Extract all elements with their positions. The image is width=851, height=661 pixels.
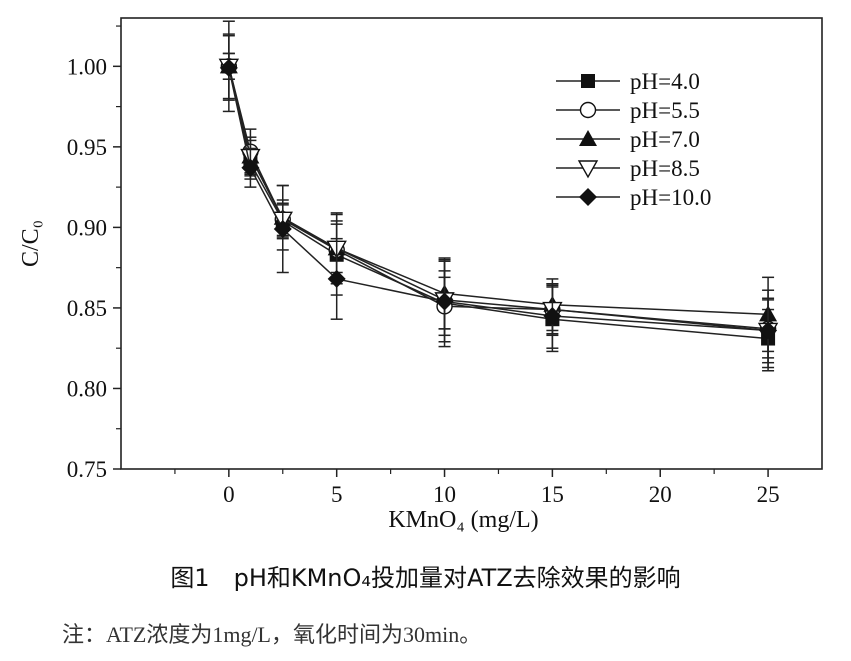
data-point bbox=[273, 220, 292, 239]
series-layer bbox=[218, 20, 779, 372]
x-tick-label: 15 bbox=[541, 482, 564, 507]
figure-note: 注：ATZ浓度为1mg/L，氧化时间为30min。 bbox=[62, 622, 482, 647]
data-point bbox=[759, 321, 778, 340]
y-tick-label: 0.95 bbox=[67, 135, 107, 160]
y-tick-label: 0.85 bbox=[67, 296, 107, 321]
legend-label: pH=4.0 bbox=[630, 69, 700, 94]
x-axis-label: KMnO₄ (mg/L) bbox=[388, 507, 538, 533]
data-point bbox=[241, 158, 260, 177]
legend-marker bbox=[579, 101, 597, 119]
y-axis-label: C/C₀ bbox=[18, 220, 44, 267]
legend-marker bbox=[581, 74, 595, 88]
y-tick-label: 0.90 bbox=[67, 215, 107, 240]
data-point bbox=[219, 58, 238, 77]
x-tick-label: 5 bbox=[331, 482, 343, 507]
y-tick-label: 0.80 bbox=[67, 376, 107, 401]
legend: pH=4.0 pH=5.5 pH=7.0 pH=8.5 pH=10.0 bbox=[556, 69, 711, 210]
data-point bbox=[435, 292, 454, 311]
y-tick-label: 0.75 bbox=[67, 457, 107, 482]
axes: 0 5 10 15 20 25 0.75 0.80 0.85 0.90 0.95 1.00 KMnO₄ … bbox=[18, 17, 823, 533]
legend-marker bbox=[579, 130, 597, 146]
line-chart: 0 5 10 15 20 25 0.75 0.80 0.85 0.90 0.95 1.00 KMnO₄ … bbox=[18, 17, 823, 533]
legend-marker bbox=[577, 160, 599, 179]
legend-label: pH=8.5 bbox=[630, 156, 700, 181]
x-tick-label: 20 bbox=[649, 482, 672, 507]
series-4 bbox=[219, 34, 778, 372]
x-tick-label: 25 bbox=[757, 482, 780, 507]
legend-label: pH=5.5 bbox=[630, 98, 700, 123]
x-tick-label: 10 bbox=[433, 482, 456, 507]
legend-label: pH=7.0 bbox=[630, 127, 700, 152]
legend-marker bbox=[579, 188, 597, 206]
y-tick-label: 1.00 bbox=[67, 54, 107, 79]
data-point bbox=[543, 306, 562, 325]
legend-label: pH=10.0 bbox=[630, 185, 711, 210]
data-point bbox=[327, 269, 346, 288]
x-tick-label: 0 bbox=[223, 482, 235, 507]
figure-caption: 图1 pH和KMnO₄投加量对ATZ去除效果的影响 bbox=[170, 564, 681, 592]
plot-frame bbox=[120, 17, 823, 470]
